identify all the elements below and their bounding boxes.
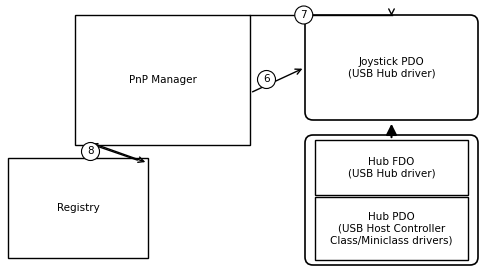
Text: Hub FDO
(USB Hub driver): Hub FDO (USB Hub driver) — [347, 157, 435, 178]
Text: Registry: Registry — [57, 203, 100, 213]
Text: Hub PDO
(USB Host Controller
Class/Miniclass drivers): Hub PDO (USB Host Controller Class/Minic… — [330, 212, 453, 245]
Text: PnP Manager: PnP Manager — [128, 75, 197, 85]
Text: 6: 6 — [263, 75, 270, 84]
Text: 8: 8 — [87, 147, 94, 156]
Circle shape — [258, 70, 276, 89]
Circle shape — [295, 6, 313, 24]
Bar — [315, 140, 468, 195]
FancyBboxPatch shape — [305, 15, 478, 120]
Bar — [315, 197, 468, 260]
Text: Joystick PDO
(USB Hub driver): Joystick PDO (USB Hub driver) — [347, 57, 435, 78]
FancyBboxPatch shape — [305, 135, 478, 265]
Text: 7: 7 — [301, 10, 307, 20]
Bar — [75, 15, 250, 145]
Circle shape — [81, 142, 100, 161]
Bar — [8, 158, 148, 258]
